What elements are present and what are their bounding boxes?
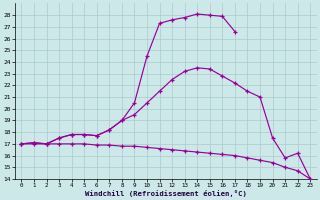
X-axis label: Windchill (Refroidissement éolien,°C): Windchill (Refroidissement éolien,°C) bbox=[85, 190, 247, 197]
